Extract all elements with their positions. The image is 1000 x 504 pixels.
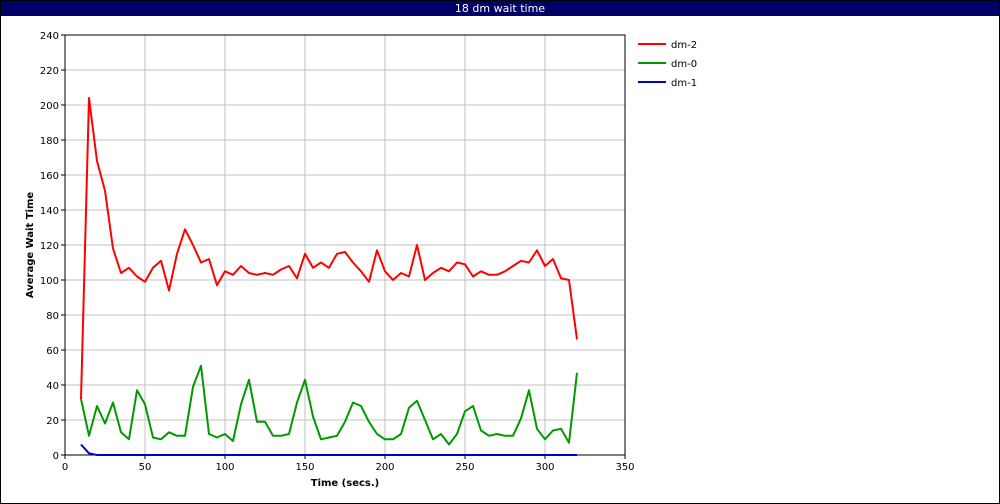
series-line-dm-2: [80, 97, 578, 400]
series-line-dm-1: [80, 443, 577, 456]
x-axis-title: Time (secs.): [311, 478, 380, 489]
axis-ticks: 0 20 40 60 80 100 120 140 160 180 200 220 240 0 50 100 1…: [40, 31, 635, 473]
x-tick-label: 100: [215, 462, 234, 473]
x-tick-label: 150: [295, 462, 314, 473]
x-tick-label: 50: [139, 462, 152, 473]
y-tick-label: 60: [46, 346, 59, 357]
grid-lines: [65, 35, 625, 455]
x-tick-label: 350: [615, 462, 634, 473]
y-tick-label: 0: [53, 451, 59, 462]
y-axis-title: Average Wait Time: [25, 192, 36, 299]
x-tick-label: 300: [535, 462, 554, 473]
y-tick-label: 160: [40, 171, 59, 182]
y-tick-label: 220: [40, 66, 59, 77]
x-tick-label: 0: [62, 462, 68, 473]
y-tick-label: 140: [40, 206, 59, 217]
legend-label: dm-0: [671, 59, 697, 70]
legend-label: dm-1: [671, 78, 697, 89]
x-tick-label: 200: [375, 462, 394, 473]
y-tick-label: 20: [46, 416, 59, 427]
y-tick-label: 180: [40, 136, 59, 147]
y-tick-label: 200: [40, 101, 59, 112]
chart-title: 18 dm wait time: [1, 1, 999, 16]
y-tick-label: 80: [46, 311, 59, 322]
y-tick-label: 240: [40, 31, 59, 42]
legend-label: dm-2: [671, 40, 697, 51]
y-tick-label: 120: [40, 241, 59, 252]
x-tick-label: 250: [455, 462, 474, 473]
y-tick-label: 100: [40, 276, 59, 287]
series-lines: [80, 97, 578, 456]
series-line-dm-0: [80, 364, 578, 446]
legend: dm-2 dm-0 dm-1: [638, 40, 697, 89]
y-tick-label: 40: [46, 381, 59, 392]
